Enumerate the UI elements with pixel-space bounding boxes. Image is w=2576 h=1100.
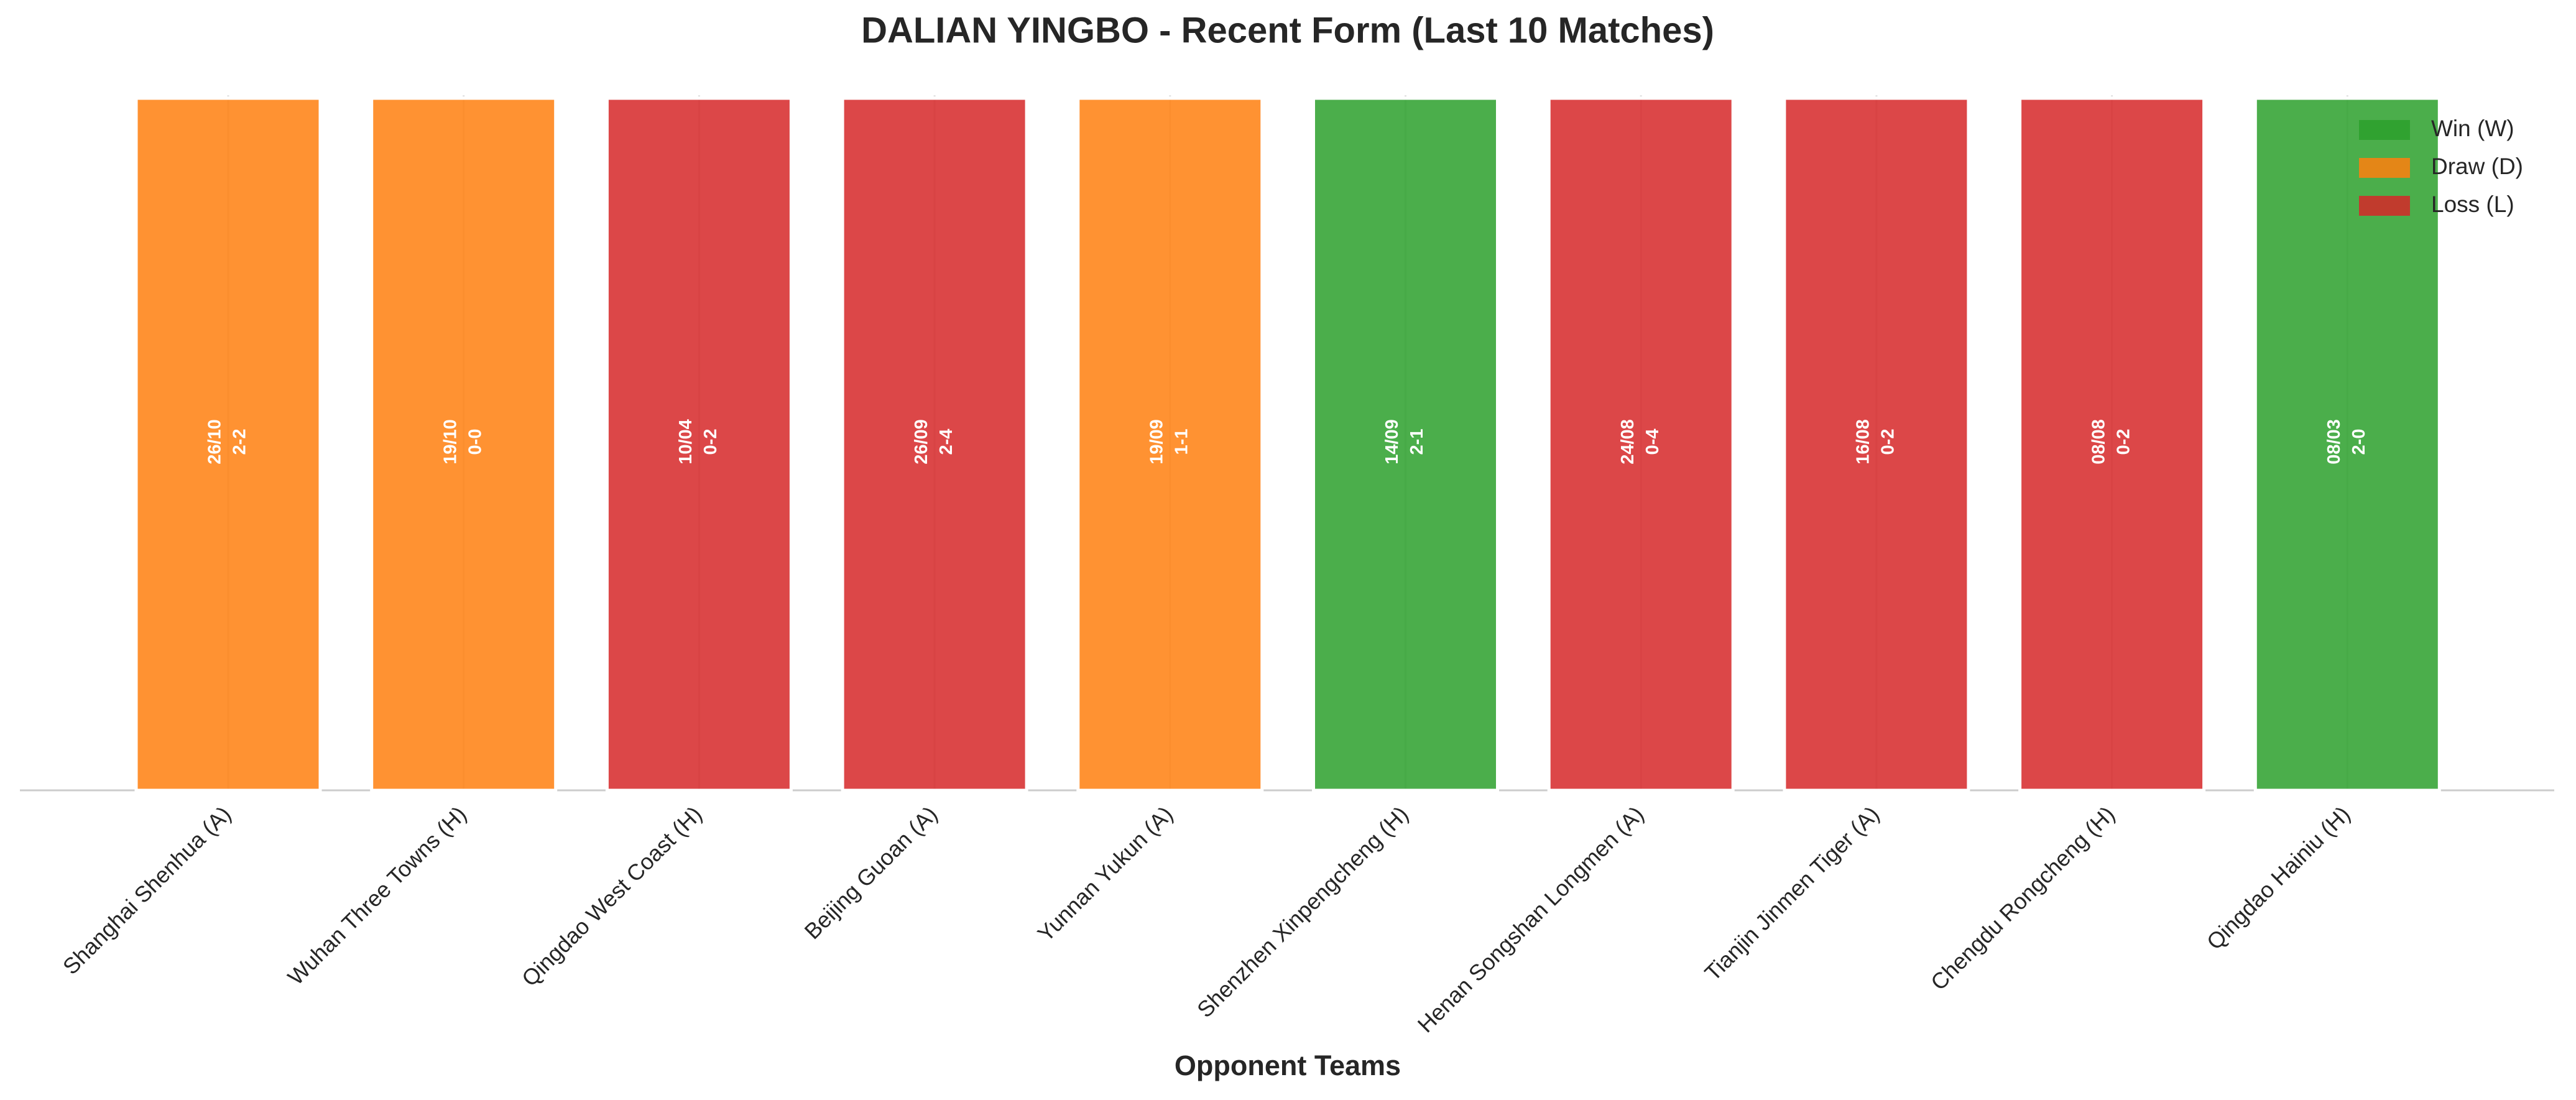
bar [1783,96,1970,792]
x-tick-label: Shenzhen Xinpengcheng (H) [1192,801,1413,1022]
x-tick-label: Beijing Guoan (A) [800,801,943,944]
bar-date-label: 10/04 [676,419,696,464]
bar-score-label: 2-1 [1407,429,1427,455]
bar-score-label: 2-4 [936,429,956,455]
bar-score-label: 2-0 [2349,429,2369,455]
legend-label: Win (W) [2431,116,2514,141]
bar [605,96,793,792]
bar-date-label: 16/08 [1854,419,1873,464]
chart-title: DALIAN YINGBO - Recent Form (Last 10 Mat… [861,10,1714,50]
bar [134,96,322,792]
bar-date-label: 26/09 [912,419,931,464]
bar-date-label: 19/09 [1147,419,1166,464]
bar [1076,96,1264,792]
legend-swatch [2359,120,2410,140]
bar-score-label: 0-2 [701,429,721,455]
bar-score-label: 0-2 [1878,429,1898,455]
bar [370,96,558,792]
bar-date-label: 24/08 [1618,419,1638,464]
legend-swatch [2359,196,2410,216]
bar-date-label: 08/03 [2324,419,2344,464]
x-tick-label: Henan Songshan Longmen (A) [1413,801,1649,1037]
bar-date-label: 08/08 [2089,419,2108,464]
bar-date-label: 26/10 [205,419,225,464]
bar-score-label: 0-0 [465,429,485,455]
bar [841,96,1028,792]
bar [1547,96,1735,792]
x-tick-label: Yunnan Yukun (A) [1032,801,1178,946]
x-tick-label: Wuhan Three Towns (H) [283,801,471,989]
bar [1312,96,1499,792]
bar-date-label: 19/10 [440,419,460,464]
legend-label: Draw (D) [2431,154,2523,179]
x-axis-label: Opponent Teams [1175,1050,1401,1081]
bar-score-label: 0-2 [2113,429,2133,455]
bar-date-label: 14/09 [1382,419,1402,464]
x-tick-label: Chengdu Rongcheng (H) [1926,801,2120,995]
bar-score-label: 1-1 [1171,429,1191,455]
legend-swatch [2359,158,2410,178]
x-tick-label: Tianjin Jinmen Tiger (A) [1699,801,1884,986]
x-tick-label: Shanghai Shenhua (A) [58,801,236,979]
bar-score-label: 0-4 [1643,429,1663,455]
bar-score-label: 2-2 [230,429,250,455]
bar [2018,96,2206,792]
x-tick-label: Qingdao West Coast (H) [517,801,707,991]
bar [2253,96,2441,792]
legend-label: Loss (L) [2431,192,2514,217]
x-tick-label: Qingdao Hainiu (H) [2202,801,2355,954]
